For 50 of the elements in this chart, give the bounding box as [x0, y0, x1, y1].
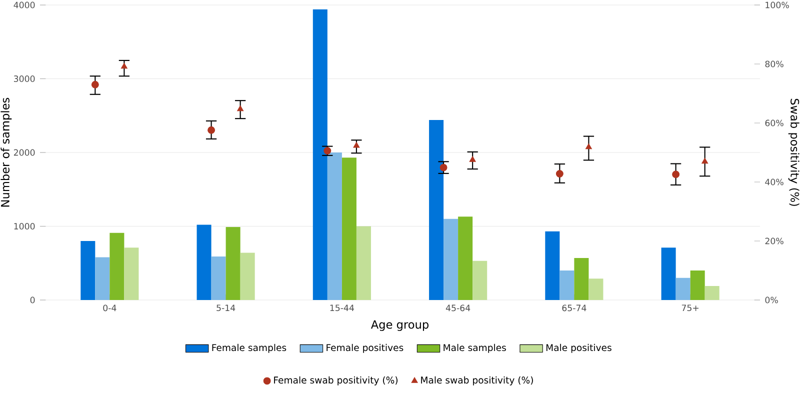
bar — [676, 278, 690, 300]
legend-label: Male swab positivity (%) — [421, 376, 533, 386]
y2-tick-label: 0% — [765, 296, 778, 304]
y-tick-label: 0 — [30, 296, 35, 304]
bar — [661, 248, 676, 300]
bar — [545, 231, 560, 300]
bar — [690, 270, 705, 300]
x-tick-label: 45-64 — [446, 304, 470, 312]
y-tick-label: 4000 — [14, 2, 35, 8]
bar — [704, 286, 720, 300]
bar — [588, 278, 604, 300]
y2-tick-label: 60% — [765, 120, 784, 126]
x-tick-label: 65-74 — [562, 304, 586, 312]
y-axis-title: Number of samples — [0, 98, 12, 207]
legend-label: Male positives — [546, 344, 612, 353]
y2-tick-label: 20% — [765, 238, 784, 244]
bar — [356, 226, 371, 300]
bar — [240, 252, 255, 300]
y2-tick-label: 80% — [765, 60, 784, 68]
bar — [429, 120, 444, 300]
x-tick-label: 5-14 — [216, 304, 236, 312]
legend-label: Female positives — [326, 344, 404, 353]
bar — [472, 260, 488, 300]
legend-label: Male samples — [444, 344, 506, 353]
x-tick-label: 0-4 — [103, 304, 116, 312]
x-tick-label: 15-44 — [330, 304, 354, 312]
bar — [226, 226, 240, 300]
bar — [458, 216, 473, 300]
bar — [312, 9, 328, 300]
y-tick-label: 1000 — [14, 222, 35, 230]
legend-label: Female samples — [212, 344, 286, 353]
y2-tick-label: 40% — [765, 178, 784, 186]
y2-axis-title: Swab positivity (%) — [788, 98, 800, 206]
bar — [110, 232, 124, 300]
x-axis-title: Age group — [370, 320, 428, 331]
bar — [574, 258, 589, 300]
bar — [211, 256, 226, 300]
bar — [80, 241, 96, 300]
x-tick-label: 75+ — [682, 304, 699, 312]
bar — [444, 218, 458, 300]
bar — [342, 158, 356, 300]
bar — [95, 257, 110, 300]
y-tick-label: 2000 — [14, 149, 35, 156]
y-tick-label: 3000 — [14, 75, 35, 82]
legend-label: Female swab positivity (%) — [274, 376, 398, 386]
bar — [124, 248, 139, 300]
bar — [196, 224, 212, 300]
bar — [560, 270, 574, 300]
y2-tick-label: 100% — [766, 2, 789, 8]
bar — [327, 152, 342, 300]
